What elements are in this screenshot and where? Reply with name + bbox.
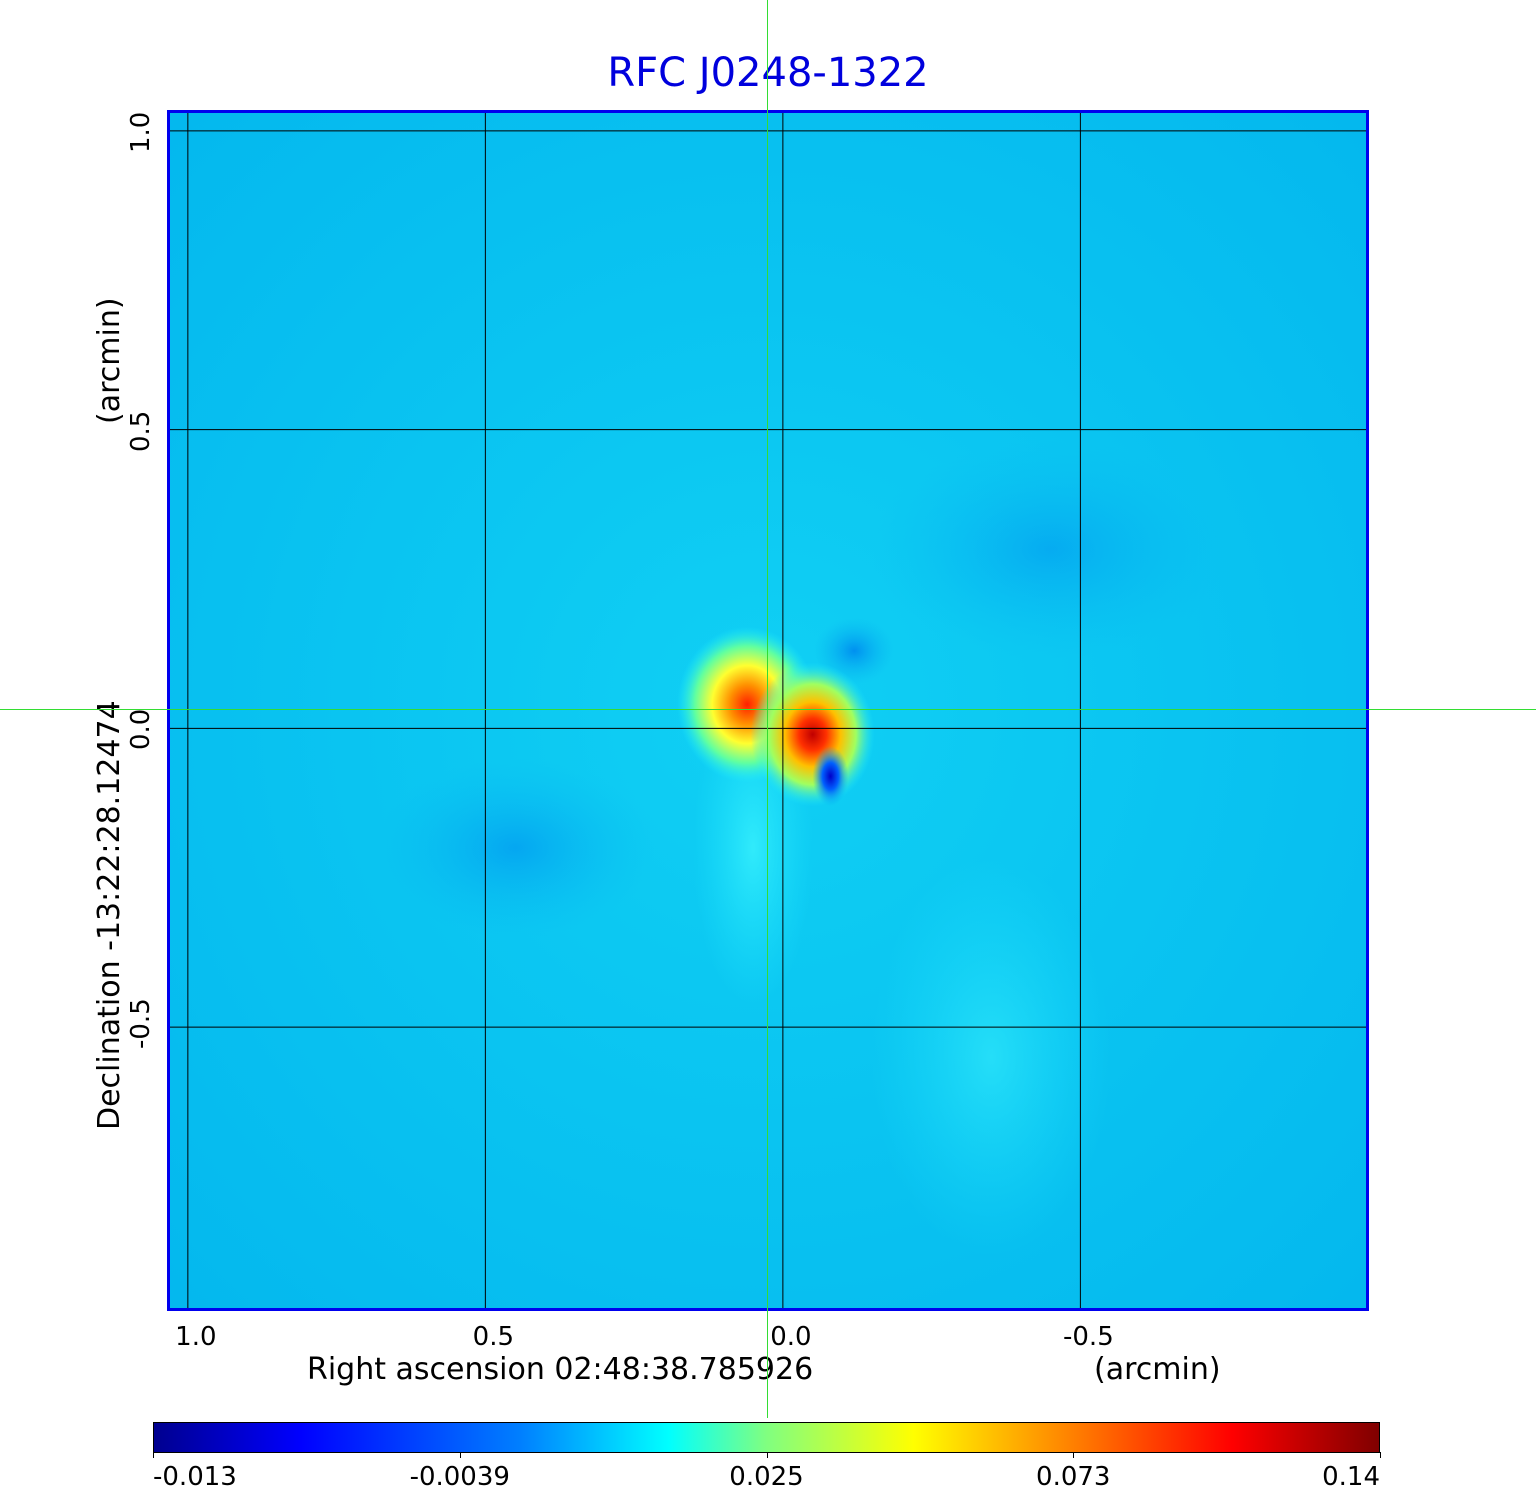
grid-lines bbox=[170, 113, 1366, 1308]
x-tick-label: 0.5 bbox=[472, 1322, 515, 1352]
colorbar-tick-label: 0.14 bbox=[1322, 1462, 1380, 1492]
colorbar-tick-mark bbox=[1073, 1452, 1074, 1458]
colorbar-tick-label: 0.073 bbox=[1036, 1462, 1111, 1492]
background-variation bbox=[871, 857, 1112, 1258]
colorbar-tick-mark bbox=[460, 1452, 461, 1458]
image-plot-area[interactable] bbox=[167, 110, 1369, 1311]
crosshair-horizontal bbox=[0, 709, 1536, 710]
heatmap-features bbox=[375, 439, 1231, 1258]
y-axis-label: Declination -13:22:28.12474 bbox=[92, 700, 127, 1130]
y-axis-unit: (arcmin) bbox=[92, 297, 127, 424]
colorbar-tick-label: 0.025 bbox=[729, 1462, 804, 1492]
y-tick-label: -0.5 bbox=[126, 998, 156, 1050]
x-axis-unit: (arcmin) bbox=[1094, 1352, 1221, 1387]
colorbar-tick-mark bbox=[767, 1452, 768, 1458]
colorbar-tick-label: -0.0039 bbox=[409, 1462, 510, 1492]
colorbar-tick-mark bbox=[1380, 1452, 1381, 1458]
y-tick-label: 1.0 bbox=[126, 111, 156, 153]
y-tick-label: 0.0 bbox=[126, 709, 156, 751]
x-axis-label: Right ascension 02:48:38.785926 bbox=[307, 1352, 814, 1387]
colorbar-tick-mark bbox=[153, 1452, 154, 1458]
x-tick-label: 1.0 bbox=[175, 1322, 217, 1352]
colorbar bbox=[153, 1422, 1380, 1453]
negative-spot bbox=[812, 746, 849, 807]
y-tick-label: 0.5 bbox=[126, 410, 156, 452]
x-tick-label: -0.5 bbox=[1063, 1322, 1114, 1352]
source-component bbox=[750, 662, 875, 807]
heatmap-image bbox=[170, 113, 1366, 1308]
colorbar-tick-label: -0.013 bbox=[153, 1462, 237, 1492]
background-variation bbox=[870, 439, 1231, 660]
x-tick-label: 0.0 bbox=[770, 1322, 812, 1352]
chart-title: RFC J0248-1322 bbox=[607, 50, 929, 96]
background-variation bbox=[375, 757, 656, 938]
